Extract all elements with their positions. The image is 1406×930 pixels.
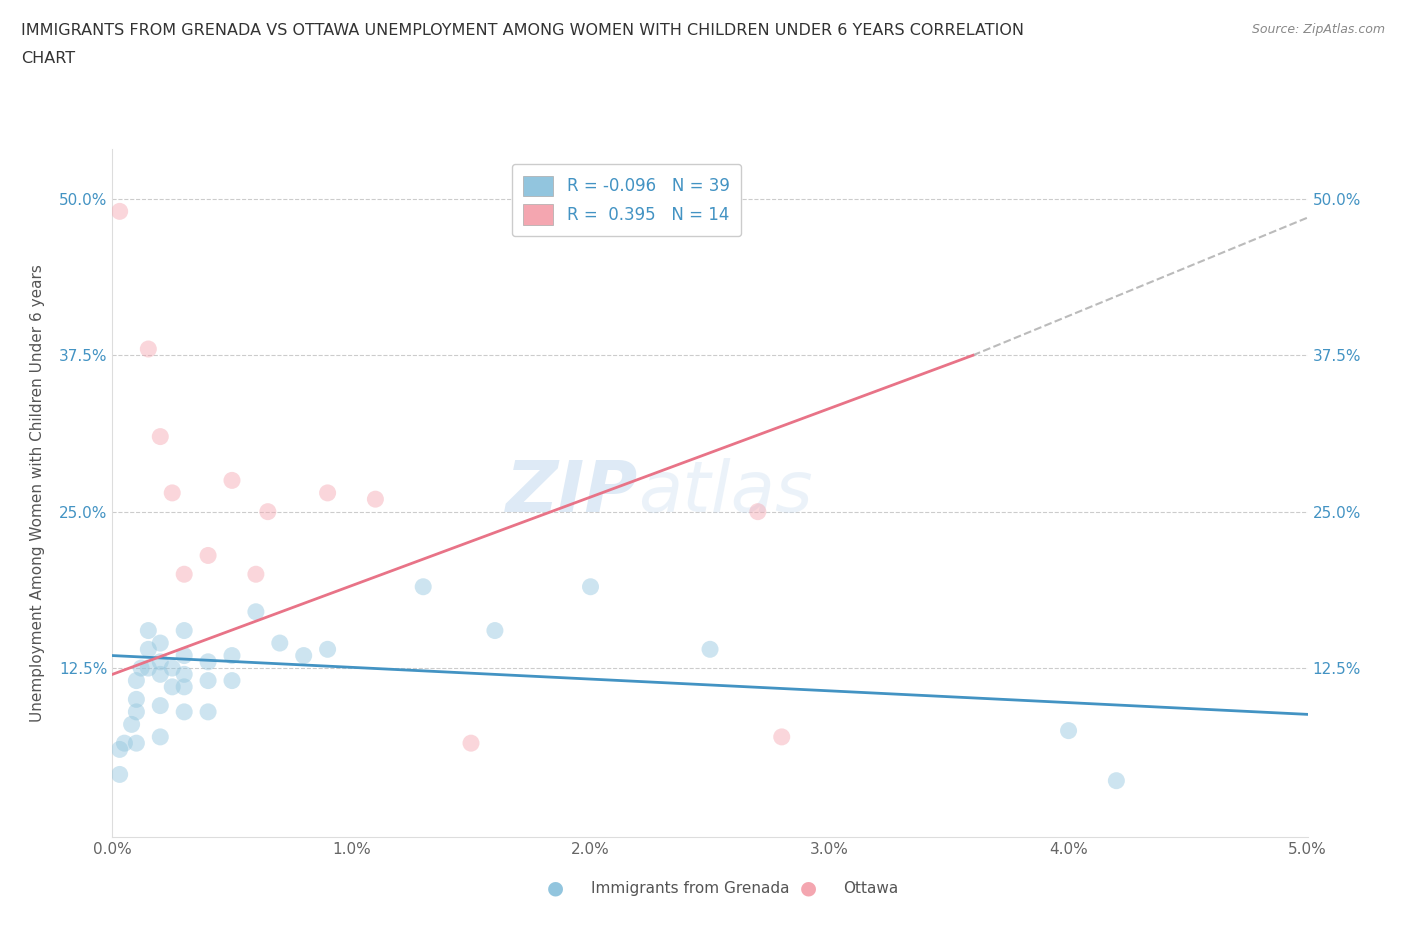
Point <box>412 579 434 594</box>
Point <box>162 485 183 500</box>
Point <box>108 742 131 757</box>
Text: ●: ● <box>800 879 817 897</box>
Point <box>770 729 793 744</box>
Point <box>269 635 291 650</box>
Point <box>364 492 387 507</box>
Point <box>221 648 243 663</box>
Point <box>149 655 172 670</box>
Point <box>149 667 172 682</box>
Point <box>129 660 152 675</box>
Point <box>197 548 219 563</box>
Point <box>138 341 160 356</box>
Point <box>108 204 131 219</box>
Point <box>114 736 135 751</box>
Point <box>197 655 219 670</box>
Point <box>747 504 769 519</box>
Point <box>173 667 195 682</box>
Point <box>257 504 280 519</box>
Point <box>138 660 160 675</box>
Point <box>245 604 267 619</box>
Point <box>162 680 183 695</box>
Point <box>221 473 243 488</box>
Point <box>121 717 143 732</box>
Point <box>316 485 339 500</box>
Legend: R = -0.096   N = 39, R =  0.395   N = 14: R = -0.096 N = 39, R = 0.395 N = 14 <box>512 164 741 236</box>
Text: atlas: atlas <box>638 458 813 527</box>
Point <box>484 623 506 638</box>
Point <box>125 736 148 751</box>
Point <box>316 642 339 657</box>
Point <box>138 642 160 657</box>
Point <box>197 673 219 688</box>
Point <box>149 429 172 444</box>
Point <box>125 704 148 719</box>
Point <box>173 680 195 695</box>
Point <box>699 642 721 657</box>
Point <box>579 579 602 594</box>
Point <box>173 566 195 581</box>
Point <box>173 623 195 638</box>
Point <box>125 692 148 707</box>
Point <box>173 648 195 663</box>
Text: Immigrants from Grenada: Immigrants from Grenada <box>591 881 789 896</box>
Point <box>245 566 267 581</box>
Text: IMMIGRANTS FROM GRENADA VS OTTAWA UNEMPLOYMENT AMONG WOMEN WITH CHILDREN UNDER 6: IMMIGRANTS FROM GRENADA VS OTTAWA UNEMPL… <box>21 23 1024 38</box>
Text: CHART: CHART <box>21 51 75 66</box>
Text: ●: ● <box>547 879 564 897</box>
Y-axis label: Unemployment Among Women with Children Under 6 years: Unemployment Among Women with Children U… <box>31 264 45 722</box>
Point <box>173 704 195 719</box>
Point <box>138 623 160 638</box>
Point <box>1105 773 1128 788</box>
Point <box>149 635 172 650</box>
Point <box>197 704 219 719</box>
Point <box>221 673 243 688</box>
Text: ZIP: ZIP <box>506 458 638 527</box>
Point <box>292 648 315 663</box>
Point <box>108 767 131 782</box>
Point <box>162 660 183 675</box>
Point <box>149 698 172 713</box>
Text: Source: ZipAtlas.com: Source: ZipAtlas.com <box>1251 23 1385 36</box>
Point <box>1057 724 1080 738</box>
Point <box>149 729 172 744</box>
Point <box>125 673 148 688</box>
Point <box>460 736 482 751</box>
Text: Ottawa: Ottawa <box>844 881 898 896</box>
